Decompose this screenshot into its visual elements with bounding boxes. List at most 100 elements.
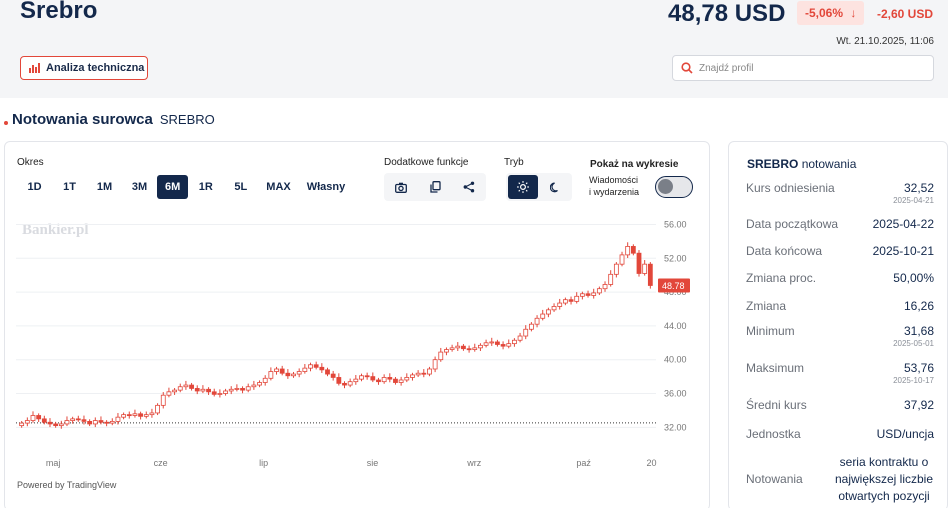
copy-icon — [429, 181, 441, 193]
period-label: Okres — [17, 157, 44, 168]
period-button-max[interactable]: MAX — [266, 181, 291, 193]
candle — [24, 420, 30, 424]
y-tick-label: 36.00 — [664, 389, 687, 399]
y-tick-label: 44.00 — [664, 321, 687, 331]
candle — [36, 415, 42, 420]
events-label-line2: i wydarzenia — [589, 187, 640, 197]
candle — [64, 420, 70, 425]
stats-row-value: otwartych pozycji — [838, 489, 930, 503]
stats-row-value: 53,76 — [903, 361, 934, 375]
candle — [251, 384, 257, 388]
x-tick-label: wrz — [466, 458, 481, 468]
candle — [444, 349, 449, 353]
candle — [636, 252, 642, 274]
profile-search[interactable] — [672, 55, 934, 81]
dark-mode-button[interactable] — [538, 173, 572, 201]
current-price: 48,78 USD — [668, 0, 786, 27]
screenshot-button[interactable] — [384, 173, 418, 201]
candle — [359, 375, 364, 380]
stats-row-value: 31,68 — [903, 324, 934, 338]
candle — [296, 371, 302, 375]
candle — [585, 293, 591, 296]
candle — [223, 390, 228, 394]
stats-row-value: 2025-10-21 — [872, 244, 934, 258]
period-button-3m[interactable]: 3M — [131, 181, 148, 193]
mode-group — [506, 173, 572, 201]
news-events-toggle[interactable] — [655, 176, 693, 198]
candle — [381, 377, 387, 383]
copy-button[interactable] — [418, 173, 452, 201]
section-subtitle: SREBRO — [159, 112, 215, 127]
candle — [630, 246, 636, 254]
period-button-1r[interactable]: 1R — [198, 181, 213, 193]
period-button-własny[interactable]: Własny — [306, 181, 346, 193]
stats-title: SREBRO notowania — [747, 157, 856, 171]
price-chart[interactable]: 56.0052.0048.0044.0040.0036.0032.00majcz… — [16, 208, 696, 473]
period-button-6m[interactable]: 6M — [157, 175, 189, 199]
candle — [642, 263, 648, 274]
candle — [461, 345, 466, 350]
candle — [528, 323, 534, 330]
candle — [285, 372, 291, 377]
stats-row-label: Zmiana proc. — [746, 271, 817, 285]
events-label-line1: Wiadomości — [589, 175, 639, 185]
candle — [404, 377, 410, 381]
search-input[interactable] — [699, 62, 919, 74]
candle — [562, 299, 568, 304]
candle — [647, 263, 653, 286]
stats-row-label: Jednostka — [746, 427, 801, 441]
change-absolute: -2,60 USD — [877, 7, 934, 21]
quote-datetime: Wt. 21.10.2025, 11:06 — [836, 36, 934, 47]
candle — [608, 273, 614, 285]
candle — [177, 386, 183, 391]
share-button[interactable] — [452, 173, 486, 201]
candle — [257, 382, 262, 386]
candle — [574, 295, 580, 302]
period-button-1m[interactable]: 1M — [96, 181, 113, 193]
candle — [115, 416, 121, 422]
candle — [517, 335, 523, 341]
candle — [489, 341, 495, 344]
candle — [172, 389, 177, 393]
candle — [557, 302, 563, 307]
period-button-1t[interactable]: 1T — [63, 181, 76, 193]
candle — [234, 388, 240, 390]
light-mode-button[interactable] — [508, 175, 538, 199]
candle — [319, 366, 325, 371]
candle — [370, 376, 376, 381]
candle — [126, 414, 132, 417]
candle — [393, 378, 398, 383]
powered-by[interactable]: Powered by TradingView — [17, 480, 117, 490]
candle — [523, 328, 529, 337]
candle — [472, 347, 478, 350]
sun-icon — [517, 181, 529, 193]
candle — [279, 368, 285, 374]
show-on-chart-label: Pokaż na wykresie — [590, 159, 679, 170]
candle — [155, 404, 160, 414]
candle — [206, 388, 211, 393]
period-button-5l[interactable]: 5L — [234, 181, 248, 193]
candle — [308, 364, 313, 369]
y-tick-label: 52.00 — [664, 253, 687, 263]
candle — [313, 364, 319, 368]
candle — [619, 254, 625, 265]
candle — [398, 379, 404, 383]
y-tick-label: 40.00 — [664, 355, 687, 365]
period-button-1d[interactable]: 1D — [27, 181, 42, 193]
chart-watermark: Bankier.pl — [22, 222, 89, 238]
technical-analysis-button[interactable]: Analiza techniczna — [20, 56, 148, 80]
candle — [432, 359, 438, 370]
candle — [613, 263, 619, 275]
candle — [121, 414, 127, 418]
candle — [506, 343, 512, 347]
candle — [166, 391, 172, 396]
candle — [387, 377, 393, 380]
arrow-down-icon: ↓ — [850, 6, 857, 20]
stats-row-date: 2025-05-01 — [893, 339, 934, 348]
extra-functions-group — [384, 173, 486, 201]
stats-row-value: 32,52 — [903, 181, 934, 195]
candle — [41, 418, 47, 423]
candle — [330, 373, 336, 378]
camera-icon — [395, 182, 407, 193]
stats-row-label: Data początkowa — [746, 217, 839, 231]
